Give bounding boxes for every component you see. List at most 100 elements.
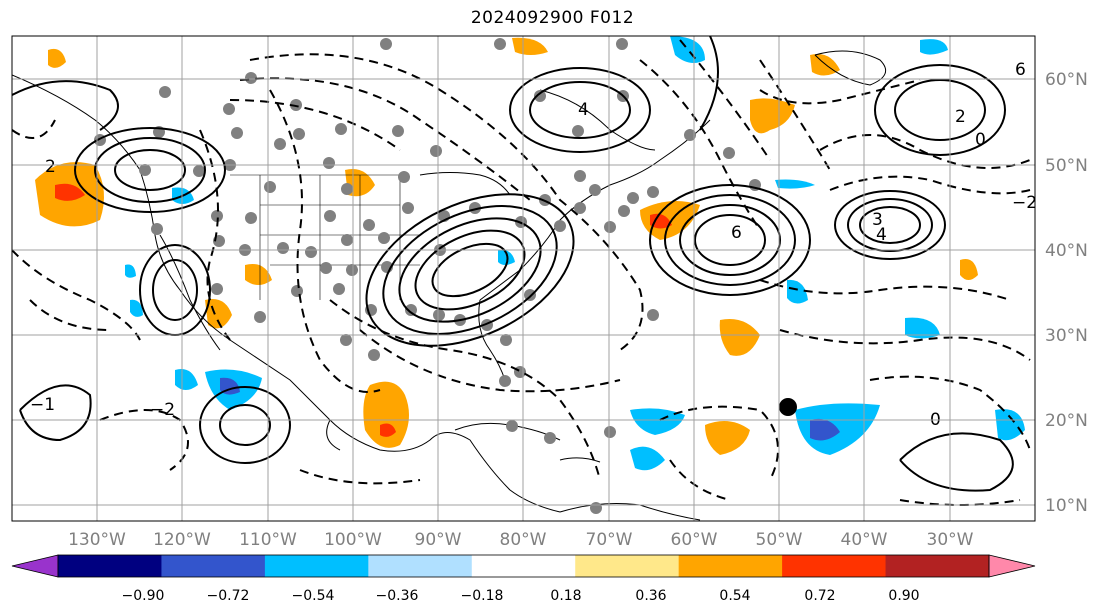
- colorbar-segment: [885, 555, 990, 577]
- lon-label: 40°W: [841, 530, 888, 550]
- station-dot: [684, 129, 696, 141]
- colorbar-extend-low: [11, 554, 59, 578]
- colorbar-tick-label: 0.72: [804, 588, 835, 604]
- anomaly-blob: [960, 259, 978, 280]
- contour-labels: 6 4 2 0 −1 −2 3 4 2 6 −2 0: [30, 60, 1037, 430]
- station-dot: [341, 234, 353, 246]
- contour-label: 3: [872, 210, 883, 230]
- anomaly-blob: [630, 446, 665, 471]
- station-dot: [574, 170, 586, 182]
- station-dot: [159, 86, 171, 98]
- station-dot: [231, 127, 243, 139]
- colorbar-frame: [57, 554, 990, 578]
- station-dot: [405, 304, 417, 316]
- lon-label: 110°W: [239, 530, 297, 550]
- lat-label: 10°N: [1045, 496, 1088, 516]
- station-dot: [647, 186, 659, 198]
- station-dot: [378, 232, 390, 244]
- colorbar-tick-label: −0.72: [207, 588, 250, 604]
- anomaly-blob: [705, 421, 750, 455]
- station-dot: [245, 212, 257, 224]
- colorbar-tick-label: −0.18: [461, 588, 504, 604]
- contour-label: −2: [1012, 193, 1037, 213]
- anomaly-blob: [245, 264, 272, 285]
- station-markers: [94, 38, 761, 514]
- contour-label: 4: [578, 100, 589, 120]
- station-dot: [574, 202, 586, 214]
- dashed-contours: [12, 39, 1031, 506]
- colorbar-segment: [782, 555, 887, 577]
- station-dot: [323, 157, 335, 169]
- station-dot: [647, 309, 659, 321]
- map-title: 2024092900 F012: [470, 8, 635, 28]
- station-dot: [514, 366, 526, 378]
- station-dot: [151, 223, 163, 235]
- contour-label: 6: [731, 223, 742, 243]
- anomaly-blob: [175, 369, 198, 390]
- gridlines: [12, 36, 1035, 521]
- station-dot: [544, 432, 556, 444]
- station-dot: [534, 90, 546, 102]
- lon-label: 70°W: [586, 530, 633, 550]
- station-dot: [392, 125, 404, 137]
- anomaly-blob: [630, 408, 685, 435]
- station-dot: [193, 165, 205, 177]
- station-dot: [499, 375, 511, 387]
- colorbar-segment: [575, 555, 680, 577]
- lat-label: 50°N: [1045, 156, 1088, 176]
- anomaly-blob: [775, 179, 815, 189]
- station-dot: [589, 184, 601, 196]
- lon-label: 90°W: [415, 530, 462, 550]
- station-dot: [340, 334, 352, 346]
- anomaly-blob: [905, 317, 940, 339]
- station-dot: [254, 311, 266, 323]
- station-dot: [590, 502, 602, 514]
- anomaly-blob: [48, 48, 66, 68]
- station-dot: [616, 38, 628, 50]
- station-dot: [139, 164, 151, 176]
- station-dot: [572, 125, 584, 137]
- colorbar-segment: [368, 555, 473, 577]
- anomaly-blob: [995, 409, 1025, 441]
- longitude-labels: 130°W 120°W 110°W 100°W 90°W 80°W 70°W 6…: [68, 530, 974, 550]
- colorbar-extend-high: [988, 554, 1036, 578]
- lon-label: 50°W: [756, 530, 803, 550]
- station-dot: [341, 183, 353, 195]
- station-dot: [211, 210, 223, 222]
- lon-label: 60°W: [671, 530, 718, 550]
- station-dot: [290, 99, 302, 111]
- station-dot: [469, 202, 481, 214]
- station-dot: [291, 285, 303, 297]
- colorbar-tick-label: 0.90: [888, 588, 919, 604]
- station-dot: [604, 221, 616, 233]
- colorbar-tick-label: −0.90: [122, 588, 165, 604]
- lat-label: 30°N: [1045, 326, 1088, 346]
- colorbar-segment: [161, 555, 266, 577]
- solid-contours: [12, 36, 1014, 492]
- station-dot: [500, 334, 512, 346]
- station-dot: [223, 103, 235, 115]
- anomaly-blob: [363, 381, 409, 448]
- station-dot: [430, 145, 442, 157]
- anomaly-blob: [512, 37, 548, 55]
- anomaly-blob: [750, 98, 795, 134]
- contour-label: −2: [150, 400, 175, 420]
- station-dot: [274, 138, 286, 150]
- map-frame: [11, 35, 1036, 522]
- lat-label: 60°N: [1045, 70, 1088, 90]
- station-dot: [380, 38, 392, 50]
- station-dot: [320, 262, 332, 274]
- station-dot: [402, 202, 414, 214]
- station-dot: [324, 210, 336, 222]
- contour-label: 6: [1015, 60, 1026, 80]
- colorbar-tick-label: 0.18: [550, 588, 581, 604]
- station-dot: [723, 147, 735, 159]
- station-dot: [245, 72, 257, 84]
- station-dot: [305, 246, 317, 258]
- colorbar-segment: [471, 555, 576, 577]
- station-dot: [211, 283, 223, 295]
- lat-label: 20°N: [1045, 411, 1088, 431]
- colorbar-tick-label: 0.54: [719, 588, 750, 604]
- station-dot: [433, 309, 445, 321]
